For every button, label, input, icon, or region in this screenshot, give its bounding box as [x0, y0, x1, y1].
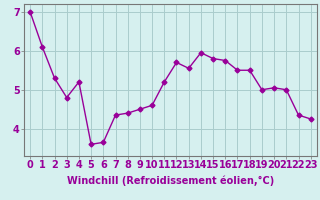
X-axis label: Windchill (Refroidissement éolien,°C): Windchill (Refroidissement éolien,°C) [67, 176, 274, 186]
